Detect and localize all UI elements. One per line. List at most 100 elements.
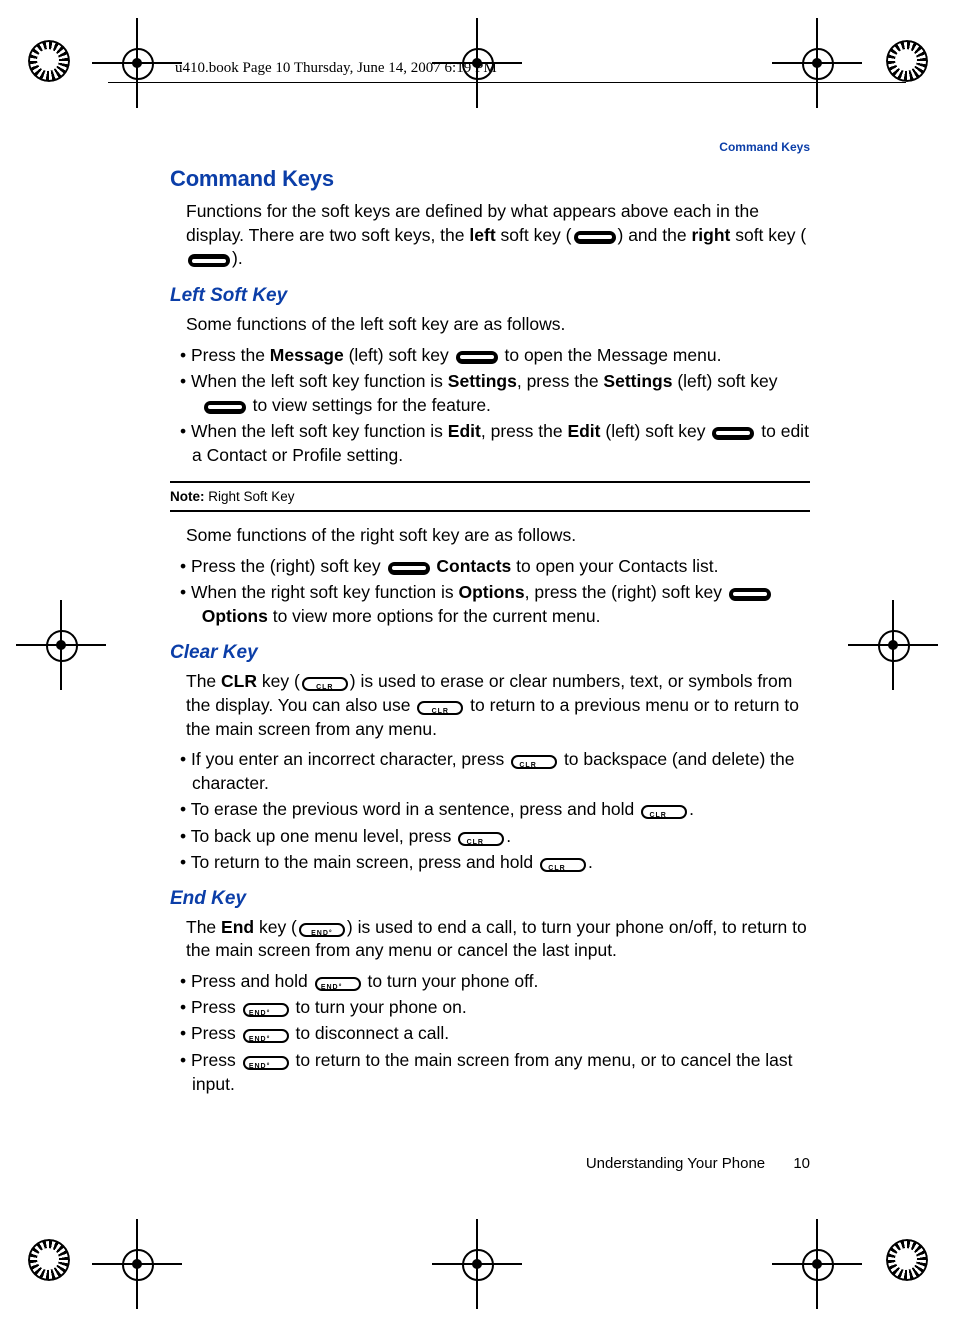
left-lead: Some functions of the left soft key are …: [186, 313, 810, 337]
crop-crosshair: [772, 18, 862, 108]
text: to open the Message menu.: [500, 345, 722, 365]
end-key-icon: END°: [243, 1003, 289, 1017]
list-item: Press END° to return to the main screen …: [176, 1048, 810, 1096]
key-label: END°: [249, 1010, 271, 1017]
note-label: Note:: [170, 489, 205, 504]
heading-command-keys: Command Keys: [170, 166, 810, 192]
text: to open your Contacts list.: [511, 556, 718, 576]
list-item: Press END° to disconnect a call.: [176, 1021, 810, 1045]
list-item: If you enter an incorrect character, pre…: [176, 747, 810, 795]
text: The: [186, 671, 221, 691]
footer-section: Understanding Your Phone: [586, 1155, 765, 1172]
text: to view settings for the feature.: [248, 395, 491, 415]
text-bold: Settings: [603, 371, 672, 391]
right-lead: Some functions of the right soft key are…: [186, 524, 810, 548]
softkey-icon: [729, 588, 771, 601]
header-rule: [108, 82, 906, 83]
softkey-icon: [712, 427, 754, 440]
key-label: CLR: [519, 762, 536, 769]
text-bold: Settings: [448, 371, 517, 391]
text: ) and the: [618, 225, 692, 245]
text: When the left soft key function is: [191, 421, 448, 441]
text: The: [186, 917, 221, 937]
clr-key-icon: CLR: [641, 805, 687, 819]
text: Press: [191, 1023, 241, 1043]
crop-crosshair: [92, 18, 182, 108]
pdf-header-line: u410.book Page 10 Thursday, June 14, 200…: [175, 60, 497, 77]
heading-end-key: End Key: [170, 888, 810, 910]
crop-crosshair: [16, 600, 106, 690]
list-item: To back up one menu level, press CLR.: [176, 824, 810, 848]
end-key-icon: END°: [243, 1056, 289, 1070]
crop-crosshair: [848, 600, 938, 690]
text: , press the: [481, 421, 568, 441]
text: to turn your phone off.: [363, 971, 539, 991]
text-bold: Contacts: [436, 556, 511, 576]
key-label: END°: [249, 1036, 271, 1043]
text: .: [689, 799, 694, 819]
key-label: CLR: [432, 708, 449, 715]
text: (left) soft key: [344, 345, 454, 365]
text: ).: [232, 248, 243, 268]
list-item: When the left soft key function is Edit,…: [176, 419, 810, 467]
text: , press the: [517, 371, 604, 391]
text: soft key (: [730, 225, 806, 245]
key-label: CLR: [467, 839, 484, 846]
list-item: When the right soft key function is Opti…: [176, 580, 810, 628]
text: to view more options for the current men…: [268, 606, 601, 626]
crop-crosshair: [772, 1219, 862, 1309]
text-bold: Edit: [448, 421, 481, 441]
crop-crosshair: [92, 1219, 182, 1309]
key-label: END°: [249, 1063, 271, 1070]
text-bold: Message: [270, 345, 344, 365]
list-item: Press END° to turn your phone on.: [176, 995, 810, 1019]
clr-key-icon: CLR: [511, 755, 557, 769]
clr-key-icon: CLR: [417, 701, 463, 715]
footer-page-number: 10: [793, 1155, 810, 1172]
text: When the left soft key function is: [191, 371, 448, 391]
list-item: Press and hold END° to turn your phone o…: [176, 969, 810, 993]
end-key-icon: END°: [243, 1029, 289, 1043]
end-key-icon: END°: [315, 977, 361, 991]
key-label: END°: [321, 984, 343, 991]
softkey-icon: [388, 562, 430, 575]
text-bold: left: [469, 225, 495, 245]
text-bold: CLR: [221, 671, 257, 691]
text: (left) soft key: [672, 371, 777, 391]
text-bold: Options: [459, 582, 525, 602]
list-item: When the left soft key function is Setti…: [176, 369, 810, 417]
text: To back up one menu level, press: [191, 826, 457, 846]
key-label: END°: [311, 930, 333, 937]
text-bold: Edit: [567, 421, 600, 441]
intro-paragraph: Functions for the soft keys are defined …: [186, 200, 810, 271]
text: Press: [191, 997, 241, 1017]
note-rule-top: [170, 481, 810, 483]
text-bold: Options: [202, 606, 268, 626]
end-lead: The End key (END°) is used to end a call…: [186, 916, 810, 963]
heading-clear-key: Clear Key: [170, 642, 810, 664]
page-footer: Understanding Your Phone 10: [586, 1155, 810, 1172]
text: soft key (: [496, 225, 572, 245]
registration-mark: [886, 1239, 926, 1279]
list-item: Press the (right) soft key Contacts to o…: [176, 554, 810, 578]
text: key (: [254, 917, 297, 937]
text: .: [506, 826, 511, 846]
end-bullets: Press and hold END° to turn your phone o…: [176, 969, 810, 1096]
text: (left) soft key: [601, 421, 711, 441]
text-bold: End: [221, 917, 254, 937]
registration-mark: [28, 40, 68, 80]
text: Press: [191, 1050, 241, 1070]
text: To return to the main screen, press and …: [191, 852, 538, 872]
note-line: Note: Right Soft Key: [170, 489, 810, 504]
list-item: Press the Message (left) soft key to ope…: [176, 343, 810, 367]
registration-mark: [886, 40, 926, 80]
registration-mark: [28, 1239, 68, 1279]
text: To erase the previous word in a sentence…: [191, 799, 639, 819]
softkey-icon: [456, 351, 498, 364]
text: Press the (right) soft key: [191, 556, 386, 576]
text: to turn your phone on.: [291, 997, 467, 1017]
running-head: Command Keys: [170, 140, 810, 154]
softkey-icon: [188, 254, 230, 267]
clear-bullets: If you enter an incorrect character, pre…: [176, 747, 810, 874]
text: to disconnect a call.: [291, 1023, 450, 1043]
